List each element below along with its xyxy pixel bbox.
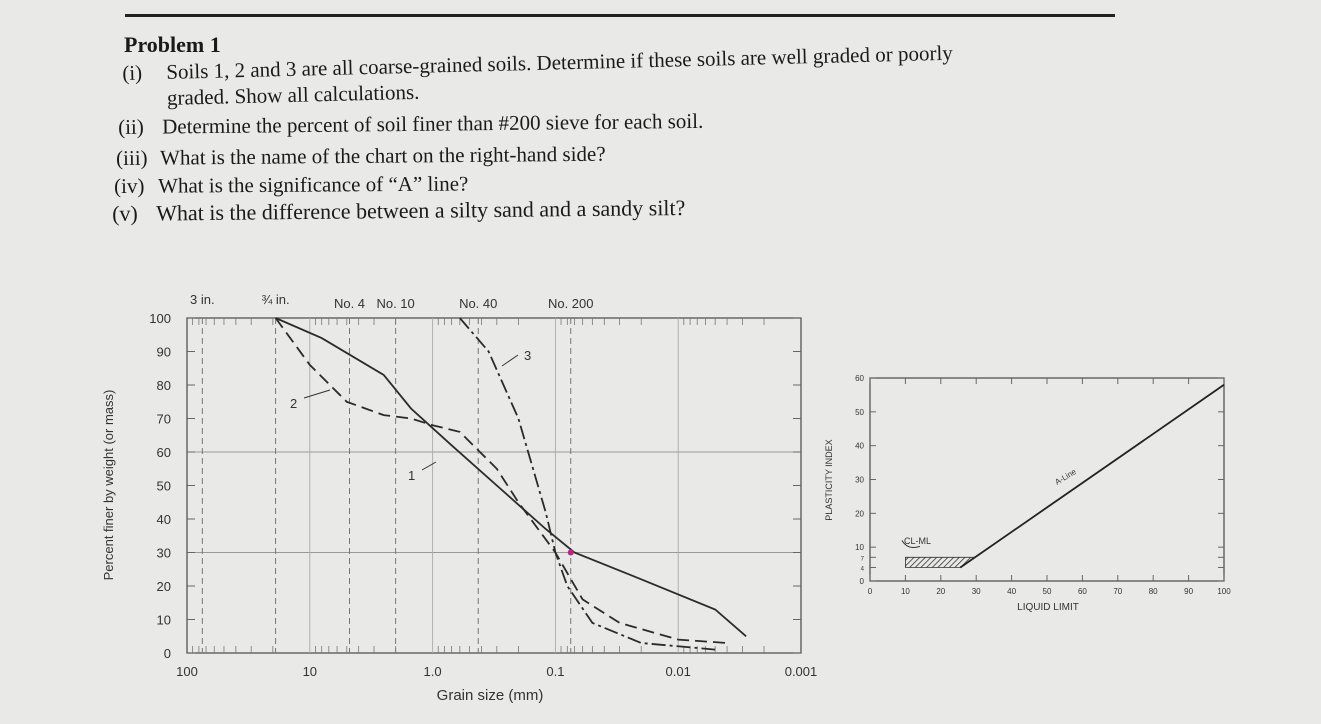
problem-title: Problem 1 bbox=[124, 32, 221, 57]
curve-soil-1 bbox=[275, 317, 747, 637]
no200-marker bbox=[567, 549, 574, 556]
pi-x-tick-label: 70 bbox=[1113, 587, 1122, 596]
sieve-label: No. 10 bbox=[376, 296, 414, 311]
curve-soil-3 bbox=[459, 317, 716, 651]
x-tick-label: 0.1 bbox=[546, 664, 564, 679]
y-tick-label: 0 bbox=[164, 646, 171, 661]
cl-ml-zone bbox=[905, 556, 977, 568]
pi-x-tick-label: 20 bbox=[936, 587, 945, 596]
pi-x-tick-label: 40 bbox=[1007, 587, 1016, 596]
sieve-label: No. 200 bbox=[548, 296, 594, 311]
pi-x-tick-label: 50 bbox=[1043, 587, 1052, 596]
grain-size-x-ticks: 100 10 1.0 0.1 0.01 0.001 bbox=[176, 664, 817, 679]
x-tick-label: 0.01 bbox=[666, 664, 691, 679]
y-tick-label: 50 bbox=[157, 479, 171, 494]
grain-size-y-axis-label: Percent finer by weight (or mass) bbox=[101, 390, 116, 581]
pi-x-tick-label: 80 bbox=[1149, 587, 1158, 596]
x-tick-label: 0.001 bbox=[785, 664, 818, 679]
curve-label-arrow bbox=[501, 354, 519, 367]
pi-x-tick-label: 0 bbox=[868, 587, 873, 596]
pi-y-tick-label: 10 bbox=[855, 543, 864, 552]
a-line bbox=[959, 384, 1225, 569]
y-tick-label: 10 bbox=[157, 613, 171, 628]
plasticity-plot-frame bbox=[869, 377, 1225, 582]
curve-soil-2 bbox=[274, 317, 728, 644]
pi-y-tick-label: 60 bbox=[855, 374, 864, 383]
plasticity-ticks: 0 10 20 30 40 50 60 70 80 90 100 0 4 7 10 20 30 40 50 60 bbox=[855, 374, 1231, 596]
grain-size-gridlines bbox=[187, 318, 801, 653]
pi-y-tick-label: 0 bbox=[860, 577, 865, 586]
pi-y-tick-label: 50 bbox=[855, 408, 864, 417]
sieve-label: No. 40 bbox=[459, 296, 497, 311]
grain-size-curves: 1 2 3 bbox=[274, 317, 747, 651]
curve-label-2: 2 bbox=[290, 396, 297, 411]
plasticity-x-axis-label: LIQUID LIMIT bbox=[1017, 602, 1079, 613]
cl-ml-zone-label: CL-ML bbox=[904, 536, 931, 546]
a-line-label: A-Line bbox=[1053, 467, 1078, 487]
pi-x-tick-label: 10 bbox=[901, 587, 910, 596]
pi-x-tick-label: 100 bbox=[1217, 587, 1231, 596]
sieve-label: ¾ in. bbox=[261, 292, 289, 307]
sieve-markers: 3 in. ¾ in. No. 4 No. 10 No. 40 No. 200 bbox=[190, 292, 594, 653]
y-tick-label: 90 bbox=[157, 345, 171, 360]
curve-label-3: 3 bbox=[524, 348, 531, 363]
pi-x-tick-label: 60 bbox=[1078, 587, 1087, 596]
pi-y-tick-label: 20 bbox=[855, 509, 864, 518]
pi-x-tick-label: 30 bbox=[972, 587, 981, 596]
x-tick-label: 10 bbox=[303, 664, 317, 679]
curve-label-arrow bbox=[421, 461, 437, 471]
y-tick-label: 20 bbox=[157, 579, 171, 594]
y-tick-label: 80 bbox=[157, 378, 171, 393]
plasticity-lines bbox=[901, 384, 1225, 569]
y-tick-label: 70 bbox=[157, 412, 171, 427]
cl-ml-pointer bbox=[901, 540, 921, 549]
grain-size-x-axis-label: Grain size (mm) bbox=[437, 687, 544, 704]
pi-y-tick-label: 7 bbox=[861, 556, 865, 562]
sieve-label: 3 in. bbox=[190, 292, 215, 307]
x-tick-label: 1.0 bbox=[424, 664, 442, 679]
x-tick-label: 100 bbox=[176, 664, 198, 679]
plasticity-y-axis-label: PLASTICITY INDEX bbox=[824, 439, 834, 520]
y-tick-label: 40 bbox=[157, 512, 171, 527]
top-rule bbox=[125, 14, 1115, 17]
curve-label-1: 1 bbox=[408, 468, 415, 483]
pi-x-tick-label: 90 bbox=[1184, 587, 1193, 596]
pi-y-tick-label: 40 bbox=[855, 442, 864, 451]
grain-size-chart: 3 in. ¾ in. No. 4 No. 10 No. 40 No. 200 10090… bbox=[101, 292, 817, 704]
pi-y-tick-label: 30 bbox=[855, 476, 864, 485]
sieve-label: No. 4 bbox=[334, 296, 365, 311]
pi-y-tick-label: 4 bbox=[861, 566, 865, 572]
y-tick-label: 100 bbox=[149, 311, 171, 326]
y-tick-label: 30 bbox=[157, 546, 171, 561]
y-tick-label: 60 bbox=[157, 445, 171, 460]
curve-label-arrow bbox=[303, 389, 331, 399]
